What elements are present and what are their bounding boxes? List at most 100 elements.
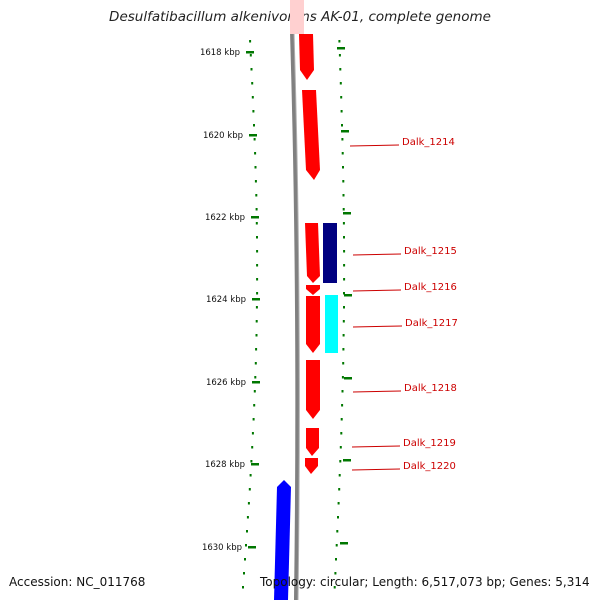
gene-label[interactable]: Dalk_1220 bbox=[403, 461, 456, 472]
inner-ring-dot bbox=[254, 362, 257, 365]
gene-label[interactable]: Dalk_1214 bbox=[402, 137, 455, 148]
inner-ring-dot bbox=[251, 96, 254, 99]
inner-ring-dot bbox=[251, 82, 254, 85]
inner-ring-dot bbox=[250, 460, 253, 463]
feature-dalk-1215[interactable] bbox=[323, 223, 337, 283]
scale-tick-mark bbox=[246, 51, 254, 54]
outer-ring-dot bbox=[335, 544, 338, 547]
inner-ring-dot bbox=[255, 320, 258, 323]
outer-ring-dot bbox=[339, 68, 342, 71]
scale-tick-label: 1624 kbp bbox=[206, 295, 246, 305]
outer-tick-mark bbox=[340, 542, 348, 545]
gene-label[interactable]: Dalk_1215 bbox=[404, 246, 457, 257]
inner-ring-dot bbox=[256, 292, 259, 295]
outer-ring-dot bbox=[343, 264, 346, 267]
outer-ring-dot bbox=[342, 166, 344, 169]
outer-ring-dot bbox=[339, 82, 342, 85]
inner-ring-dot bbox=[256, 250, 259, 253]
inner-ring-dot bbox=[256, 278, 259, 281]
accession-text: Accession: NC_011768 bbox=[9, 575, 146, 589]
gene-arrow-dalk-1214[interactable] bbox=[302, 90, 320, 180]
inner-ring-dot bbox=[253, 404, 256, 407]
inner-ring-dot bbox=[255, 348, 258, 351]
scale-tick-mark bbox=[249, 134, 257, 137]
outer-ring-dot bbox=[342, 334, 345, 337]
inner-ring-dot bbox=[251, 446, 254, 449]
inner-ring-dot bbox=[243, 572, 245, 575]
inner-ring-dot bbox=[248, 488, 251, 491]
inner-ring-dot bbox=[244, 558, 246, 561]
scale-tick-mark bbox=[251, 463, 259, 466]
outer-ring-dot bbox=[343, 250, 346, 253]
gene-arrow-upstream[interactable] bbox=[299, 34, 314, 80]
scale-ticks: 1618 kbp 1620 kbp 1622 kbp 1624 kbp 1626 kbp… bbox=[200, 47, 352, 553]
gene-arrow-reverse[interactable] bbox=[274, 480, 291, 600]
feature-dalk-1217[interactable] bbox=[325, 295, 338, 353]
outer-ring-dot bbox=[339, 460, 342, 463]
inner-ring-dot bbox=[254, 180, 257, 183]
inner-ring-dot bbox=[253, 124, 255, 127]
gene-label[interactable]: Dalk_1217 bbox=[405, 318, 458, 329]
gene-arrow-dalk-1215[interactable] bbox=[305, 223, 320, 283]
gene-label-leader bbox=[351, 445, 401, 448]
gene-arrow-dalk-1218[interactable] bbox=[306, 360, 320, 419]
inner-ring-dot bbox=[256, 264, 259, 267]
gene-label-leader bbox=[352, 289, 402, 292]
outer-tick-mark bbox=[337, 47, 345, 50]
inner-dotted-ring bbox=[242, 40, 259, 589]
outer-ring-dot bbox=[338, 488, 341, 491]
genome-backbone bbox=[290, 31, 300, 600]
inner-ring-dot bbox=[255, 334, 258, 337]
outer-ring-dot bbox=[340, 418, 343, 421]
scale-tick-label: 1628 kbp bbox=[205, 460, 245, 470]
outer-ring-dot bbox=[341, 390, 344, 393]
inner-ring-dot bbox=[252, 418, 255, 421]
inner-ring-dot bbox=[254, 152, 257, 155]
outer-ring-dot bbox=[342, 362, 345, 365]
scale-tick-mark bbox=[251, 216, 259, 219]
gene-features bbox=[274, 34, 338, 600]
outer-tick-mark bbox=[344, 377, 352, 380]
outer-tick-mark bbox=[343, 459, 351, 462]
outer-ring-dot bbox=[342, 208, 345, 211]
outer-ring-dot bbox=[341, 138, 344, 141]
gene-arrow-dalk-1217[interactable] bbox=[306, 296, 320, 353]
gene-arrow-dalk-1220[interactable] bbox=[305, 458, 318, 474]
gene-arrow-dalk-1219[interactable] bbox=[306, 428, 319, 456]
scale-tick-mark bbox=[248, 546, 256, 549]
scale-tick-mark bbox=[252, 381, 260, 384]
inner-ring-dot bbox=[247, 502, 250, 505]
gene-label[interactable]: Dalk_1218 bbox=[404, 383, 457, 394]
inner-ring-dot bbox=[256, 236, 258, 239]
genome-summary-text: Topology: circular; Length: 6,517,073 bp… bbox=[260, 575, 590, 589]
outer-ring-dot bbox=[340, 96, 343, 99]
gene-label[interactable]: Dalk_1216 bbox=[404, 282, 457, 293]
outer-ring-dot bbox=[343, 292, 345, 295]
outer-ring-dot bbox=[333, 586, 336, 589]
gene-continuation-top bbox=[290, 0, 304, 34]
outer-ring-dot bbox=[341, 152, 344, 155]
outer-ring-dot bbox=[337, 502, 340, 505]
inner-ring-dot bbox=[246, 530, 248, 533]
outer-ring-dot bbox=[341, 124, 343, 127]
gene-arrow-dalk-1216[interactable] bbox=[306, 285, 320, 295]
outer-ring-dot bbox=[338, 474, 341, 477]
outer-ring-dot bbox=[343, 278, 346, 281]
gene-label-leader bbox=[352, 253, 402, 256]
gene-label[interactable]: Dalk_1219 bbox=[403, 438, 456, 449]
scale-tick-mark bbox=[252, 298, 260, 301]
inner-ring-dot bbox=[249, 40, 252, 43]
outer-ring-dot bbox=[338, 54, 341, 57]
outer-ring-dot bbox=[342, 180, 345, 183]
outer-tick-mark bbox=[341, 130, 349, 133]
gene-label-leader bbox=[352, 325, 403, 328]
inner-ring-dot bbox=[253, 138, 256, 141]
gene-labels: Dalk_1214 Dalk_1215 Dalk_1216 Dalk_1217 Dalk… bbox=[349, 137, 458, 472]
genome-backbone-shadow bbox=[293, 31, 300, 600]
outer-ring-dot bbox=[342, 222, 345, 225]
outer-dotted-ring bbox=[333, 40, 346, 589]
outer-ring-dot bbox=[342, 320, 345, 323]
outer-ring-dot bbox=[342, 348, 345, 351]
